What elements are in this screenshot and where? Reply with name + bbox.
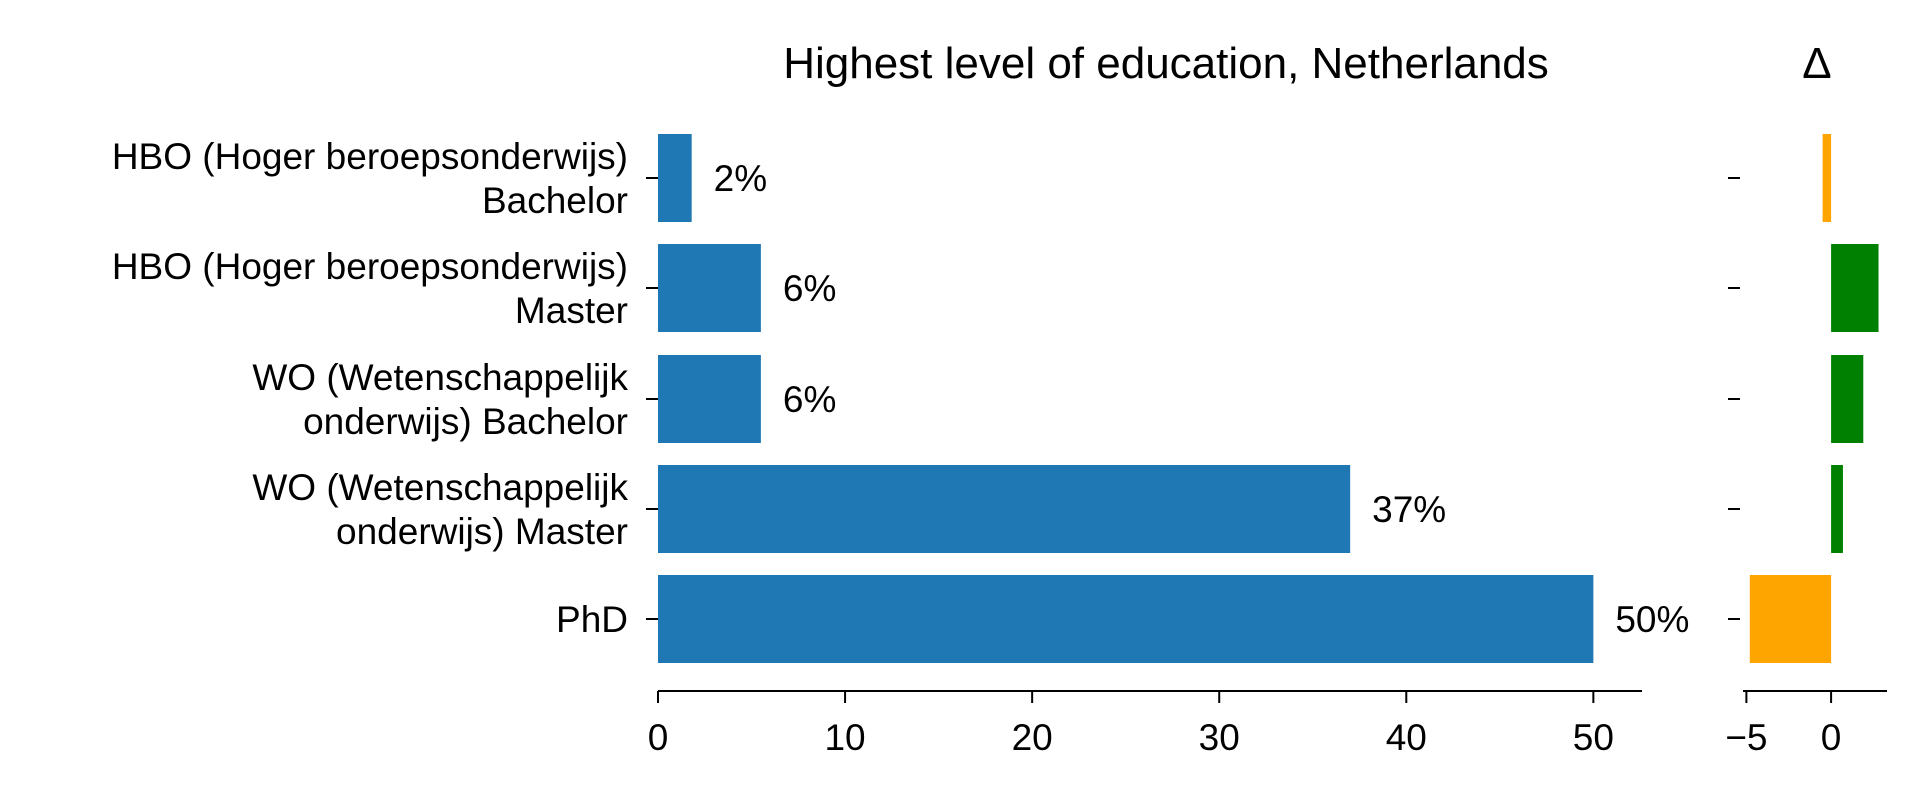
delta-bar-plot: −5 0 [1725, 134, 1887, 758]
delta-bar [1831, 465, 1843, 553]
delta-bar [1831, 244, 1879, 332]
category-label: HBO (Hoger beroepsonderwijs) Master [112, 246, 628, 331]
delta-bar [1822, 134, 1832, 222]
bar [658, 134, 692, 222]
bar [658, 575, 1594, 663]
delta-chart-title: Δ [1802, 39, 1831, 88]
delta-x-tick-label: −5 [1725, 717, 1767, 758]
data-label: 2% [714, 158, 767, 199]
bar [658, 465, 1351, 553]
data-label: 50% [1615, 599, 1689, 640]
data-label: 6% [783, 379, 836, 420]
x-tick-label: 0 [648, 717, 669, 758]
data-label: 37% [1372, 489, 1446, 530]
data-label: 6% [783, 268, 836, 309]
x-tick-label: 30 [1199, 717, 1240, 758]
main-chart-title: Highest level of education, Netherlands [783, 39, 1549, 88]
delta-bar [1831, 355, 1864, 443]
delta-bar [1749, 575, 1832, 663]
delta-x-tick-label: 0 [1821, 717, 1842, 758]
main-bar-plot: 2% HBO (Hoger beroepsonderwijs) Bachelor 6%… [112, 134, 1689, 758]
bar [658, 355, 761, 443]
category-label: PhD [556, 599, 628, 640]
category-label: WO (Wetenschappelijk onderwijs) Master [252, 467, 628, 552]
x-tick-label: 10 [824, 717, 865, 758]
category-label: WO (Wetenschappelijk onderwijs) Bachelor [252, 357, 628, 442]
bar [658, 244, 761, 332]
x-tick-label: 40 [1386, 717, 1427, 758]
category-label: HBO (Hoger beroepsonderwijs) Bachelor [112, 136, 628, 221]
x-tick-label: 20 [1012, 717, 1053, 758]
x-tick-label: 50 [1573, 717, 1614, 758]
